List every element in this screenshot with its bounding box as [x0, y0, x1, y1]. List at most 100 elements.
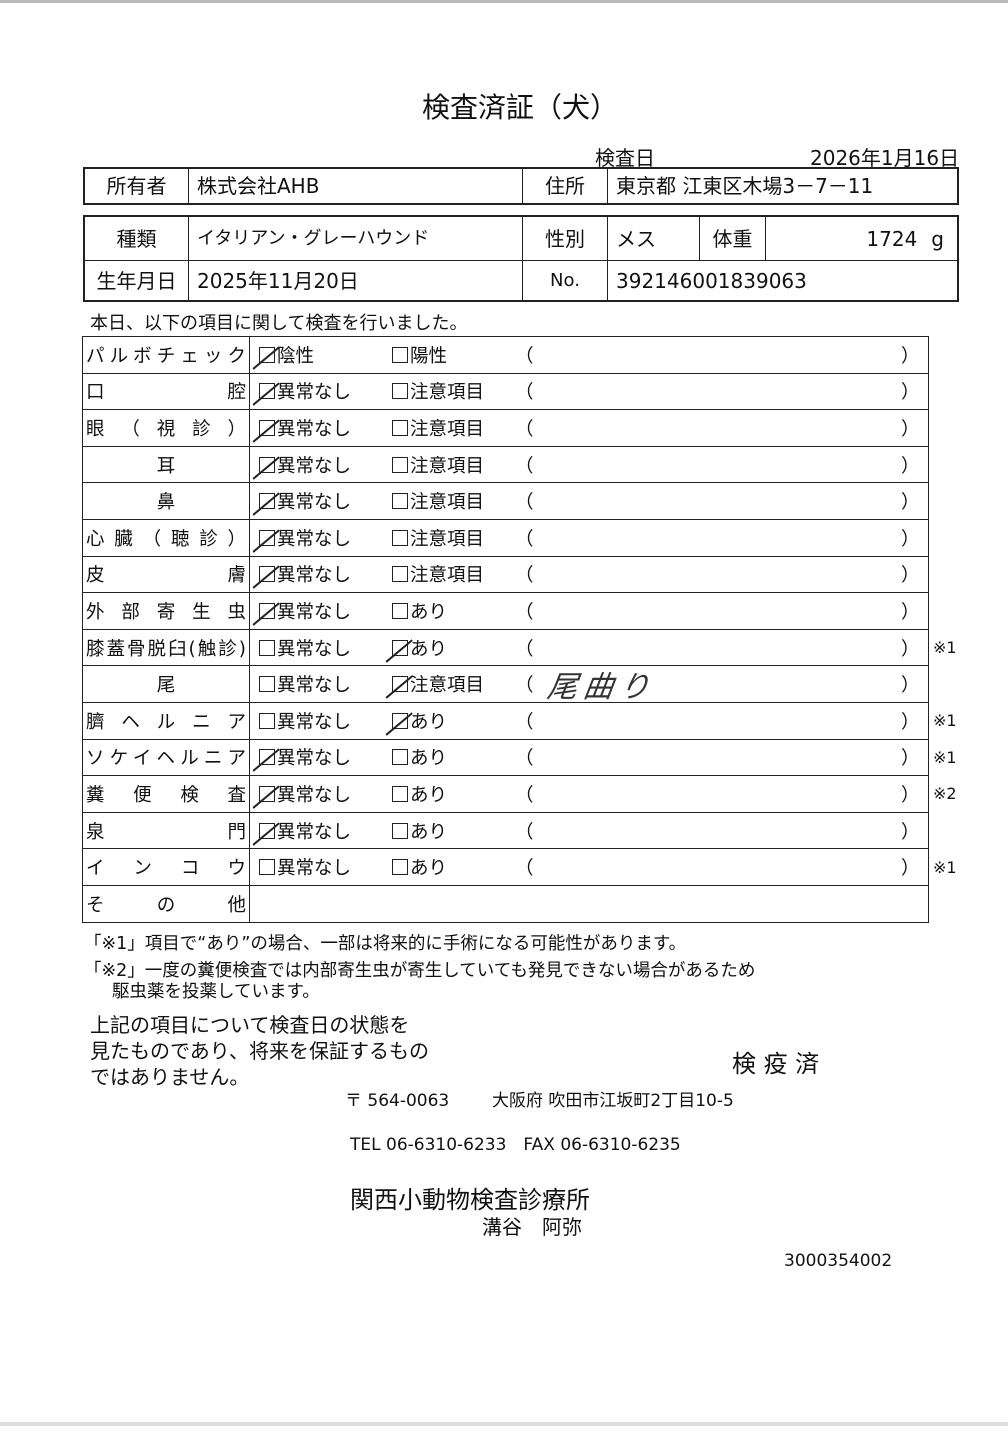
- checkbox-icon[interactable]: [392, 749, 408, 766]
- checkbox-option-2[interactable]: 注意項目: [392, 447, 484, 483]
- quarantine-stamp: 検 疫 済: [732, 1050, 820, 1078]
- checkbox-icon[interactable]: [392, 346, 408, 363]
- checklist-item-label: 口腔: [83, 373, 250, 410]
- checked-box-icon[interactable]: [259, 456, 275, 473]
- checklist-row: 鼻 異常なし 注意項目 （ ）: [83, 483, 928, 520]
- checked-box-icon[interactable]: [259, 566, 275, 583]
- checked-box-icon[interactable]: [259, 785, 275, 802]
- checkbox-icon[interactable]: [392, 859, 408, 876]
- option-label: 異常なし: [277, 601, 352, 623]
- checked-box-icon[interactable]: [392, 712, 408, 729]
- checkbox-option-2[interactable]: 注意項目: [392, 666, 484, 702]
- checkbox-icon[interactable]: [392, 602, 408, 619]
- checkbox-option-2[interactable]: 注意項目: [392, 483, 484, 519]
- checked-box-icon[interactable]: [259, 529, 275, 546]
- checkbox-option-1[interactable]: 異常なし: [259, 666, 351, 702]
- remark-close-paren: ）: [901, 748, 920, 770]
- checkbox-icon[interactable]: [392, 456, 408, 473]
- checklist-row: ソケイヘルニア 異常なし あり （ ） ※1: [83, 739, 957, 777]
- checked-box-icon[interactable]: [259, 383, 275, 400]
- checkbox-option-2[interactable]: 陽性: [392, 337, 447, 373]
- checkbox-icon[interactable]: [392, 493, 408, 510]
- clinic-address: 大阪府 吹田市江坂町2丁目10-5: [492, 1091, 734, 1111]
- checklist-item-label: 心臓（聴診）: [83, 520, 250, 556]
- checkbox-option-2[interactable]: あり: [392, 776, 447, 812]
- checkbox-icon[interactable]: [392, 566, 408, 583]
- checkbox-option-1[interactable]: 異常なし: [259, 557, 351, 593]
- checked-box-icon[interactable]: [259, 822, 275, 839]
- weight-label: 体重: [700, 217, 766, 260]
- intro-text: 本日、以下の項目に関して検査を行いました。: [90, 313, 468, 334]
- checkbox-option-2[interactable]: あり: [392, 813, 447, 849]
- checklist-item-label: 尾: [83, 666, 250, 702]
- option-label: 異常なし: [277, 382, 352, 404]
- checkbox-icon[interactable]: [259, 639, 275, 656]
- checkbox-option-1[interactable]: 異常なし: [259, 703, 351, 739]
- checkbox-option-1[interactable]: 陰性: [259, 337, 314, 373]
- checkbox-option-2[interactable]: あり: [392, 740, 447, 776]
- checkbox-option-1[interactable]: 異常なし: [259, 740, 351, 776]
- checkbox-option-2[interactable]: あり: [392, 703, 447, 739]
- checkbox-option-1[interactable]: 異常なし: [259, 374, 351, 410]
- disclaimer-line: 見たものであり、将来を保証するもの: [90, 1039, 429, 1063]
- checkbox-icon[interactable]: [392, 383, 408, 400]
- owner-table: 所有者 株式会社AHB 住所 東京都 江東区木場3－7－11: [83, 167, 959, 205]
- checklist-item-label: 外部寄生虫: [83, 593, 250, 629]
- checked-box-icon[interactable]: [259, 749, 275, 766]
- checkbox-option-2[interactable]: あり: [392, 630, 447, 666]
- remark-open-paren: （: [515, 675, 534, 697]
- checklist-row: その他: [83, 886, 928, 923]
- option-label: 異常なし: [277, 858, 352, 880]
- checkbox-option-2[interactable]: 注意項目: [392, 374, 484, 410]
- checkbox-option-2[interactable]: 注意項目: [392, 520, 484, 556]
- checkbox-icon[interactable]: [259, 859, 275, 876]
- checkbox-icon[interactable]: [259, 712, 275, 729]
- option-label: あり: [410, 711, 448, 733]
- checkbox-option-2[interactable]: あり: [392, 849, 447, 885]
- checkbox-icon[interactable]: [392, 785, 408, 802]
- checkbox-option-1[interactable]: 異常なし: [259, 776, 351, 812]
- checked-box-icon[interactable]: [259, 346, 275, 363]
- option-label: 異常なし: [277, 748, 352, 770]
- option-label: あり: [410, 784, 448, 806]
- option-label: 異常なし: [277, 492, 352, 514]
- checkbox-option-1[interactable]: 異常なし: [259, 410, 351, 446]
- checked-box-icon[interactable]: [392, 676, 408, 693]
- weight-unit: g: [931, 226, 944, 251]
- handwritten-remark: 尾曲り: [545, 670, 658, 706]
- checkbox-icon[interactable]: [392, 822, 408, 839]
- checkbox-option-1[interactable]: 異常なし: [259, 813, 351, 849]
- number-label: No.: [523, 260, 608, 302]
- label-text: 口腔: [86, 382, 246, 404]
- checkbox-option-1[interactable]: 異常なし: [259, 520, 351, 556]
- checked-box-icon[interactable]: [259, 493, 275, 510]
- checklist-item-label: 膝蓋骨脱臼(触診): [83, 629, 250, 666]
- checked-box-icon[interactable]: [392, 639, 408, 656]
- checkbox-option-1[interactable]: 異常なし: [259, 483, 351, 519]
- label-text: 皮膚: [86, 565, 246, 587]
- checkbox-option-1[interactable]: 異常なし: [259, 849, 351, 885]
- remark-open-paren: （: [515, 821, 534, 843]
- remark-open-paren: （: [515, 784, 534, 806]
- remark-open-paren: （: [515, 455, 534, 477]
- remark-close-paren: ）: [901, 601, 920, 623]
- clinic-phone: TEL 06-6310-6233 FAX 06-6310-6235: [350, 1135, 681, 1155]
- checkbox-option-2[interactable]: あり: [392, 593, 447, 629]
- checked-box-icon[interactable]: [259, 419, 275, 436]
- checkbox-option-2[interactable]: 注意項目: [392, 557, 484, 593]
- checkbox-icon[interactable]: [259, 676, 275, 693]
- label-text: 眼（視診）: [86, 418, 246, 440]
- checkbox-icon[interactable]: [392, 419, 408, 436]
- checkbox-option-2[interactable]: 注意項目: [392, 410, 484, 446]
- checkbox-option-1[interactable]: 異常なし: [259, 630, 351, 666]
- breed-label: 種類: [85, 217, 189, 260]
- checklist-item-label: 眼（視診）: [83, 410, 250, 446]
- divider: [85, 260, 957, 261]
- number-value: 392146001839063: [616, 269, 807, 293]
- option-label: 異常なし: [277, 821, 352, 843]
- checked-box-icon[interactable]: [259, 602, 275, 619]
- checkbox-icon[interactable]: [392, 529, 408, 546]
- checkbox-option-1[interactable]: 異常なし: [259, 593, 351, 629]
- label-text: 外部寄生虫: [86, 601, 246, 623]
- checkbox-option-1[interactable]: 異常なし: [259, 447, 351, 483]
